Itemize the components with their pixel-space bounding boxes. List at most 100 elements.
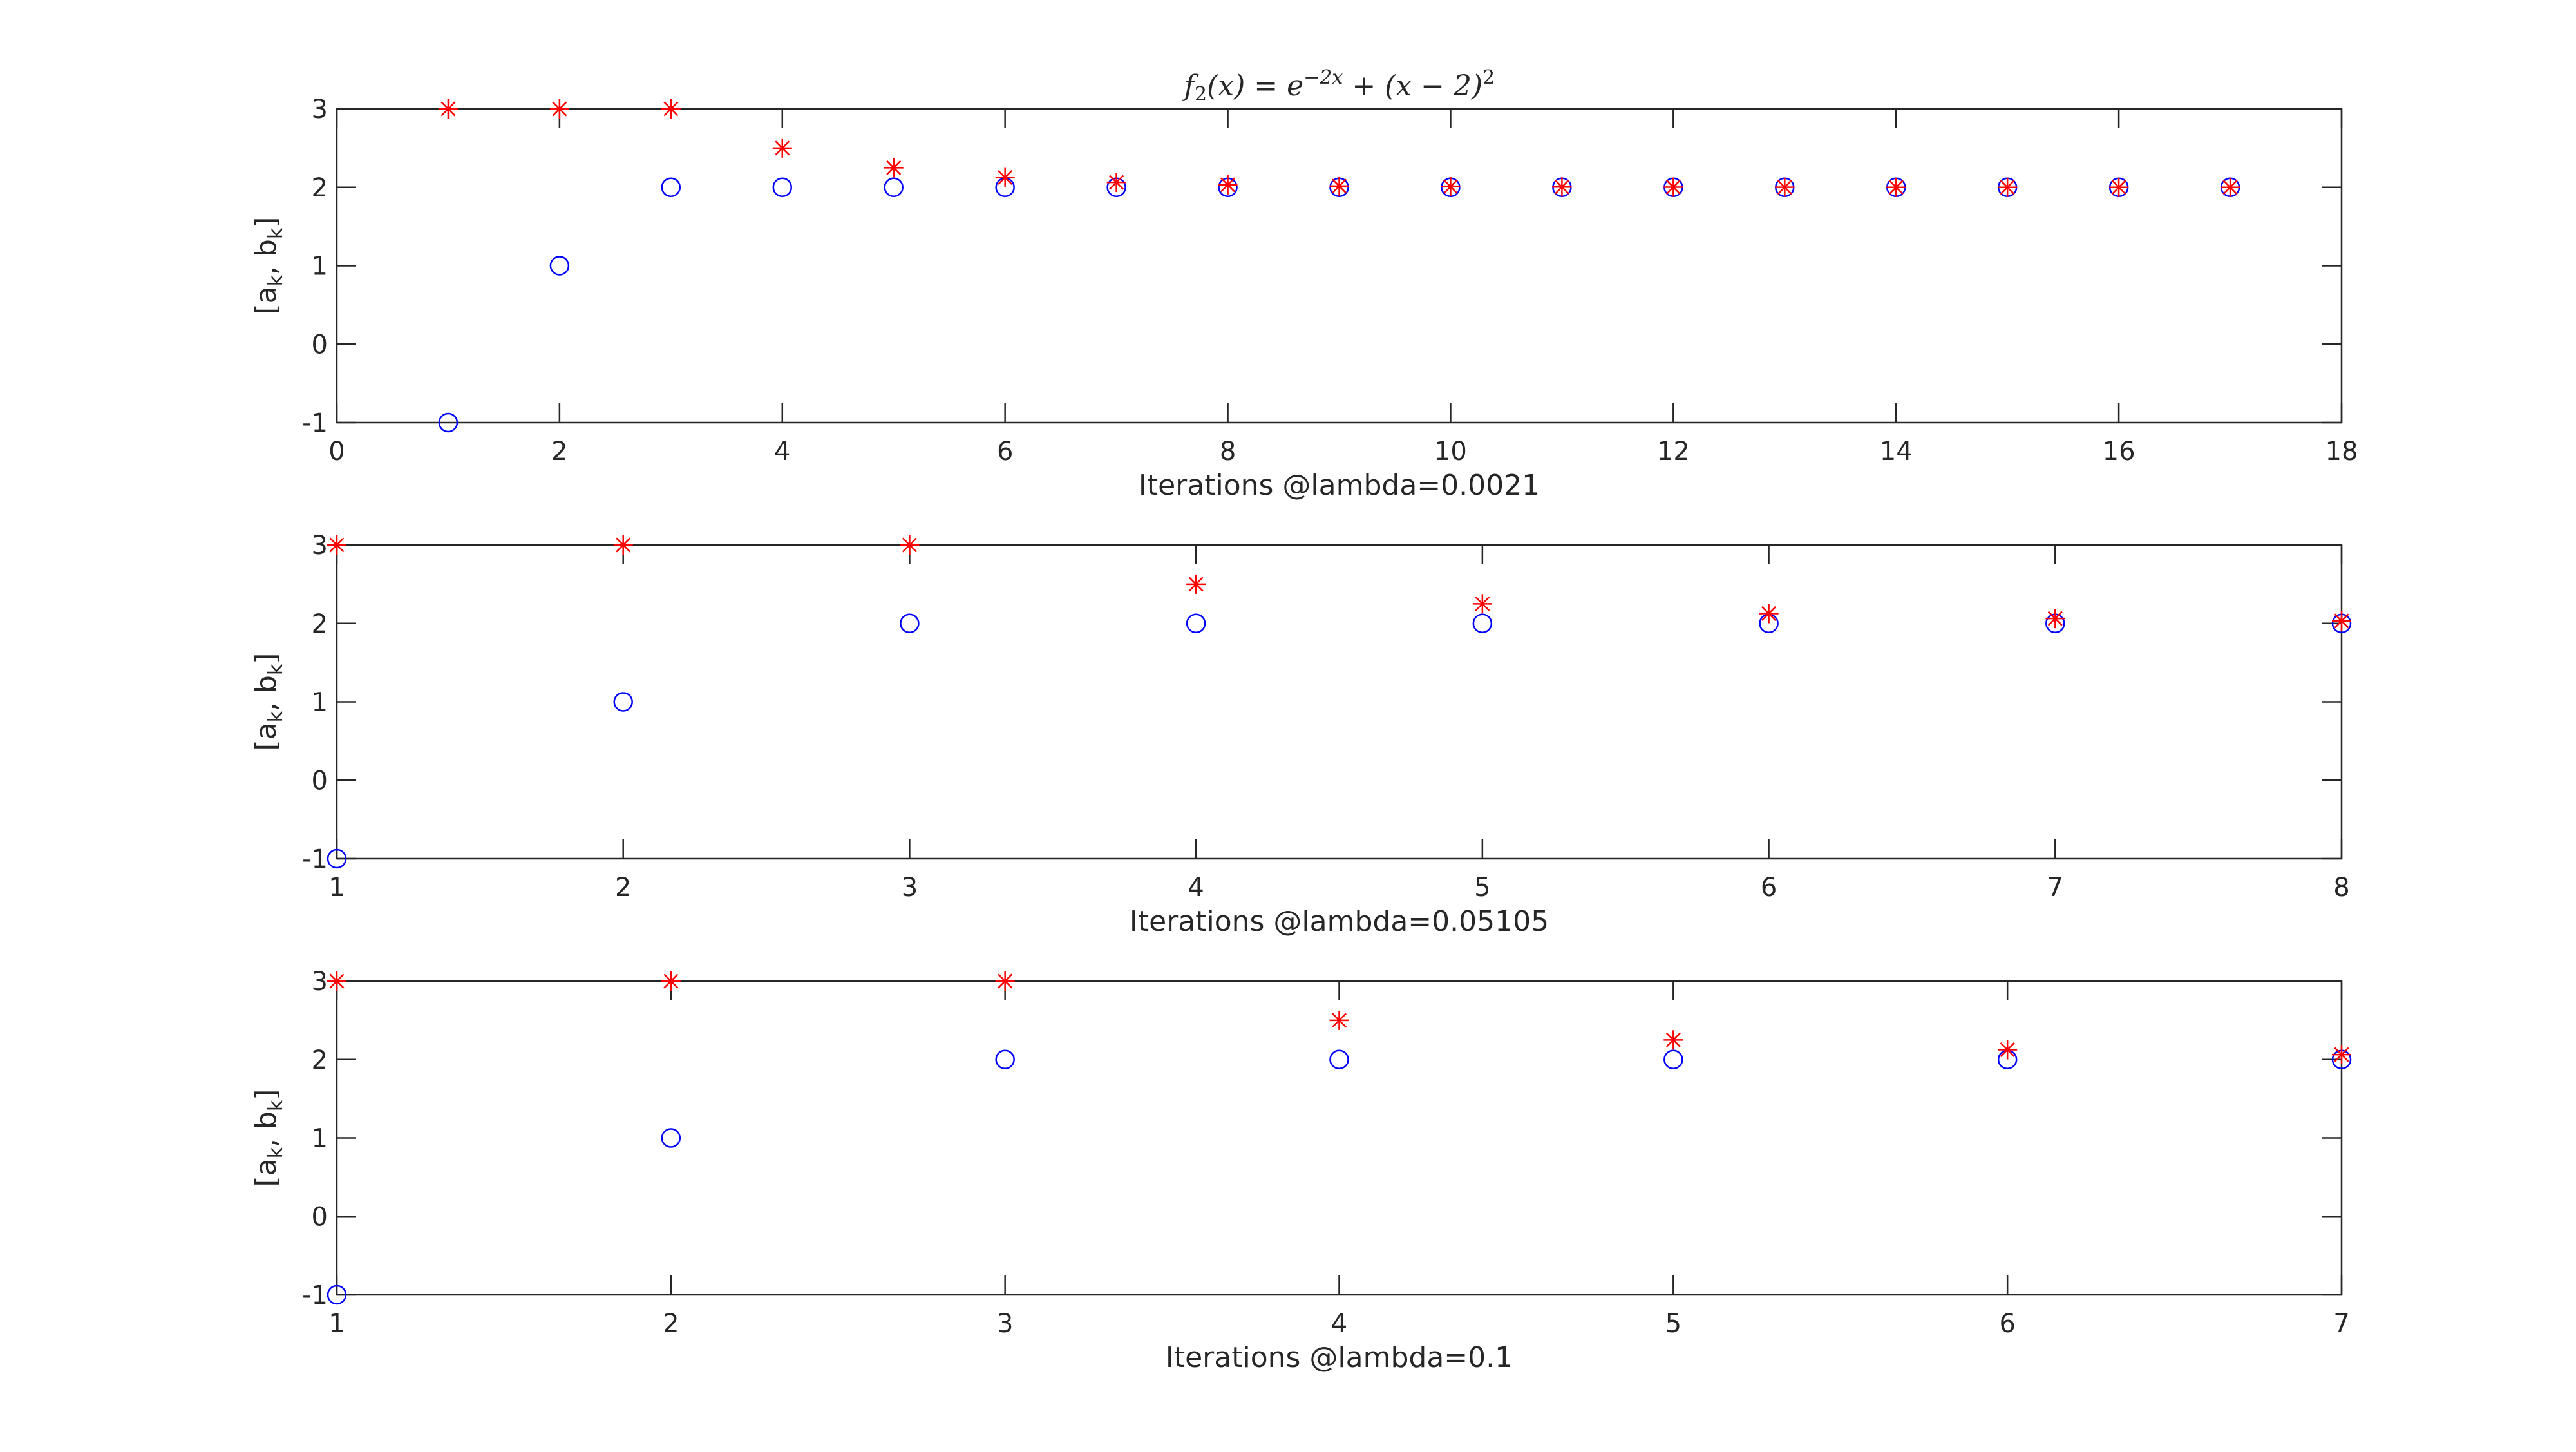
subplot-2: 1 2 3 4 5 6 7 8 -1 0 1 2 3 Iterations @lambda=0.05105… [250,531,2352,938]
point-b-k [438,99,458,119]
point-b-k [1106,173,1126,193]
point-b-k [1663,1030,1683,1050]
y-tick-label: 2 [312,1046,328,1075]
point-b-k [1329,1010,1349,1030]
y-tick-label: -1 [302,845,328,874]
point-b-k [1329,176,1349,196]
point-a-k [1472,613,1493,633]
x-tick-label: 18 [2325,437,2358,466]
x-tick-label: 3 [902,873,918,903]
point-b-k [1441,177,1461,196]
y-tick-label: 1 [312,1124,328,1154]
x-tick-label: 4 [774,437,790,466]
x-tick-label: 7 [2047,873,2063,903]
y-axis-label: [ak, bk] [250,1089,287,1187]
x-tick-label: 5 [1665,1309,1681,1339]
point-a-k [327,848,347,869]
chart-title: f2(x) = e−2x + (x − 2)2 [1182,66,1495,106]
point-b-k [1218,175,1238,195]
subplot-3: 1 2 3 4 5 6 7 -1 0 1 2 3 Iterations @lambda=0.1 [ak, … [250,967,2352,1374]
point-a-k [772,177,793,197]
point-b-k [327,971,346,991]
x-tick-label: 2 [663,1309,679,1339]
x-tick-label: 6 [1761,873,1777,903]
x-tick-label: 6 [1999,1309,2015,1339]
point-b-k [1472,594,1492,614]
x-tick-label: 6 [997,437,1013,466]
x-tick-label: 10 [1434,437,1467,466]
point-b-k [549,99,569,119]
x-axis-label: Iterations @lambda=0.0021 [1139,469,1540,502]
point-a-k [438,412,459,433]
point-b-k [1998,1040,2018,1060]
x-axis-label: Iterations @lambda=0.1 [1166,1341,1513,1374]
x-tick-label: 7 [2333,1309,2349,1339]
y-tick-label: 1 [312,688,328,718]
axes-box [336,108,2343,424]
x-tick-label: 16 [2103,437,2136,466]
x-tick-label: 2 [615,873,631,903]
x-tick-label: 8 [1220,437,1236,466]
point-b-k [2109,177,2129,197]
x-tick-label: 2 [551,437,567,466]
point-b-k [1759,604,1779,624]
y-tick-label: 0 [312,766,328,796]
y-tick-label: -1 [302,1281,328,1310]
point-b-k [327,535,346,555]
point-b-k [1886,177,1906,197]
point-a-k [1186,613,1206,633]
point-b-k [884,158,904,178]
y-tick-label: 3 [312,531,328,560]
axes-box [336,980,2343,1296]
x-tick-label: 12 [1657,437,1690,466]
point-b-k [772,138,792,158]
x-tick-label: 5 [1474,873,1490,903]
point-a-k [327,1285,347,1305]
y-tick-label: 2 [312,609,328,639]
y-tick-label: 1 [312,252,328,282]
point-b-k [2045,609,2065,629]
y-axis-label: [ak, bk] [250,217,287,315]
y-tick-label: 3 [312,967,328,997]
point-a-k [549,256,570,276]
x-tick-label: 4 [1331,1309,1347,1339]
x-tick-label: 8 [2333,873,2349,903]
y-tick-label: 3 [312,95,328,124]
y-tick-label: -1 [302,408,328,438]
point-a-k [1663,1049,1683,1069]
point-b-k [661,99,681,119]
point-b-k [613,535,633,555]
x-tick-label: 3 [997,1309,1013,1339]
point-b-k [2221,177,2240,197]
x-tick-label: 14 [1880,437,1913,466]
point-a-k [884,177,904,197]
x-tick-label: 0 [328,437,345,466]
point-b-k [2332,611,2351,631]
y-axis-label: [ak, bk] [250,653,287,751]
point-b-k [900,535,920,555]
point-b-k [1998,177,2018,197]
point-b-k [1775,177,1795,197]
point-b-k [1186,574,1206,594]
point-b-k [995,167,1015,187]
point-a-k [1329,1049,1349,1069]
point-b-k [995,971,1015,991]
axes-box [336,544,2343,860]
point-a-k [661,1128,681,1148]
x-axis-label: Iterations @lambda=0.05105 [1130,905,1549,938]
x-tick-label: 1 [328,1309,345,1339]
x-tick-label: 1 [328,873,345,903]
point-b-k [2332,1045,2351,1065]
x-tick-label: 4 [1188,873,1204,903]
y-tick-label: 0 [312,330,328,359]
point-b-k [1663,177,1683,197]
point-b-k [1552,177,1572,197]
point-a-k [995,1049,1015,1069]
y-tick-label: 2 [312,173,328,203]
point-a-k [661,177,681,197]
point-b-k [661,971,681,991]
point-a-k [900,613,920,633]
point-a-k [613,692,633,712]
